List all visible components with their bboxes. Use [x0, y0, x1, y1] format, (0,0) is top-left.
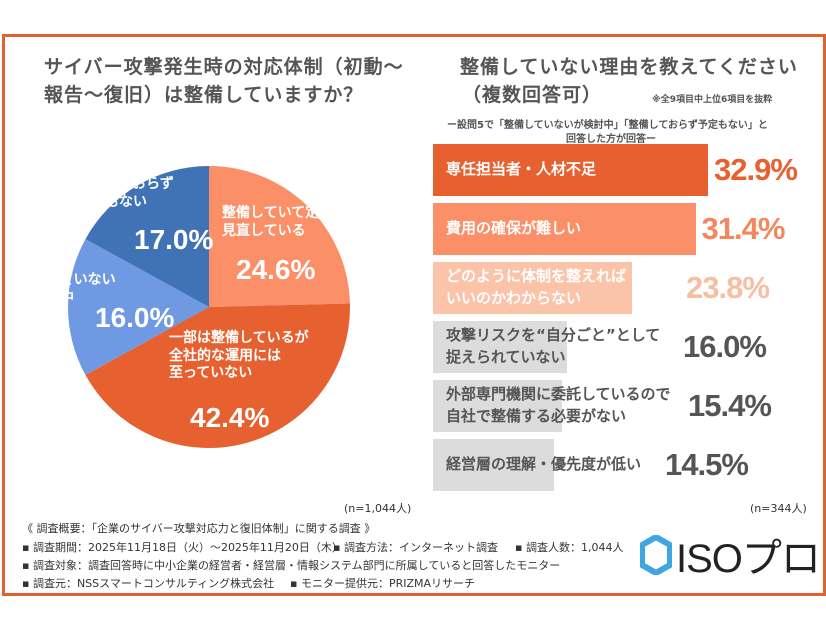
bar-title-line-1: 整備していない理由を教えてください: [460, 56, 798, 78]
pie-slice: [68, 239, 209, 375]
bar: [433, 380, 562, 432]
footer-period: ▪ 調査期間：2025年11月18日（火）〜2025年11月20日（木）: [22, 541, 343, 554]
footer-count: ▪ 調査人数：1,044人: [515, 541, 624, 554]
pie-slice: [85, 303, 351, 448]
pie-slice-label-line: 整備していて定期的に: [222, 205, 362, 221]
bar-label: 経営層の理解・優先度が低い: [446, 454, 641, 476]
isopro-logo: ISOプロ: [640, 526, 821, 584]
bar-label-line: 経営層の理解・優先度が低い: [446, 455, 642, 473]
bar-value-label: 23.8%: [686, 270, 770, 305]
bar-label: 外部専門機関に委託しているので 自社で整備する必要がない: [446, 384, 671, 428]
pie-slice-label: 整備していない が検討中: [18, 272, 116, 307]
pie-n-label: (n=1,044人): [344, 502, 412, 515]
bar: [433, 439, 555, 491]
pie-title-line-1: サイバー攻撃発生時の対応体制（初動〜: [44, 56, 404, 78]
footer-survey-overview: 《 調査概要：「企業のサイバー攻撃対応力と復旧体制」に関する調査 》: [22, 522, 376, 535]
bar-value-label: 32.9%: [714, 152, 798, 187]
pie-slice: [85, 166, 209, 307]
bar-label: 専任担当者・人材不足: [446, 159, 596, 181]
bar-subtitle-line-2: 回答した方が回答ー: [566, 134, 656, 145]
bar-value-label: 15.4%: [688, 388, 772, 423]
pie-slice-label: 整備していて定期的に 見直している: [222, 205, 361, 240]
bar-label-line: 外部専門機関に委託しているので: [446, 385, 671, 403]
pie-value-label: 17.0%: [134, 224, 214, 255]
bar-label-line: 攻撃リスクを“自分ごと”として: [446, 326, 661, 344]
pie-title-line-2: 報告〜復旧）は整備していますか？: [44, 84, 364, 106]
bar-label-line: 自社で整備する必要がない: [446, 406, 627, 425]
bar-label: 攻撃リスクを“自分ごと”として 捉えられていない: [446, 325, 660, 369]
bar-label-line: いいのかわからない: [446, 288, 582, 307]
bar-label-line: 費用の確保が難しい: [446, 219, 582, 237]
bar: [433, 203, 696, 255]
pie-value-label: 24.6%: [236, 254, 316, 285]
pie-slice-label-line: 整備しておらず: [77, 176, 174, 192]
footer-source: ▪ 調査元：NSSスマートコンサルティング株式会社: [22, 577, 275, 590]
bar-title-line-2: （複数回答可）: [462, 84, 603, 106]
bar-label-line: どのように体制を整えれば: [446, 267, 627, 285]
pie-slice-label-line: 至っていない: [169, 365, 253, 381]
bar-subtitle-line-1: ー設問5で「整備していないが検討中」「整備しておらず予定もない」と: [447, 120, 768, 131]
pie-slice-label-line: 見直している: [222, 222, 306, 239]
bar-n-label: (n=344人): [750, 502, 807, 515]
bar: [433, 144, 709, 196]
bar-label-line: 専任担当者・人材不足: [446, 160, 597, 178]
footer-target: ▪ 調査対象：調査回答時に中小企業の経営者・経営層・情報システム部門に所属してい…: [22, 559, 561, 572]
pie-slice-label-line: 全社的な運用には: [169, 347, 281, 364]
bar-value-label: 14.5%: [665, 447, 749, 482]
pie-slice-label: 整備しておらず 予定もない: [77, 176, 174, 211]
hexagon-logo-icon: [640, 535, 672, 575]
pie-slice: [209, 166, 350, 307]
pie-slice-label-line: 一部は整備しているが: [169, 330, 309, 346]
bar-label-line: 捉えられていない: [446, 347, 566, 366]
bar: [433, 262, 632, 314]
bar-label: 費用の確保が難しい: [446, 218, 581, 240]
bar-value-label: 16.0%: [683, 329, 767, 364]
pie-slice-label-line: 予定もない: [77, 193, 147, 210]
footer-method: ▪ 調査方法：インターネット調査: [333, 541, 498, 554]
bar-label: どのように体制を整えれば いいのかわからない: [446, 266, 626, 310]
pie-value-label: 42.4%: [190, 402, 270, 433]
bar-value-label: 31.4%: [701, 211, 786, 246]
pie-slice-label-line: が検討中: [18, 289, 74, 306]
bar-note: ※全9項目中上位6項目を抜粋: [652, 95, 773, 105]
footer-monitor: ▪ モニター提供元：PRIZMAリサーチ: [290, 577, 476, 590]
pie-slice-label-line: 整備していない: [18, 272, 116, 288]
pie-value-label: 16.0%: [95, 302, 175, 333]
logo-text: ISOプロ: [676, 537, 821, 581]
pie-slice-label: 一部は整備しているが 全社的な運用には 至っていない: [169, 330, 309, 383]
bar: [433, 321, 567, 373]
